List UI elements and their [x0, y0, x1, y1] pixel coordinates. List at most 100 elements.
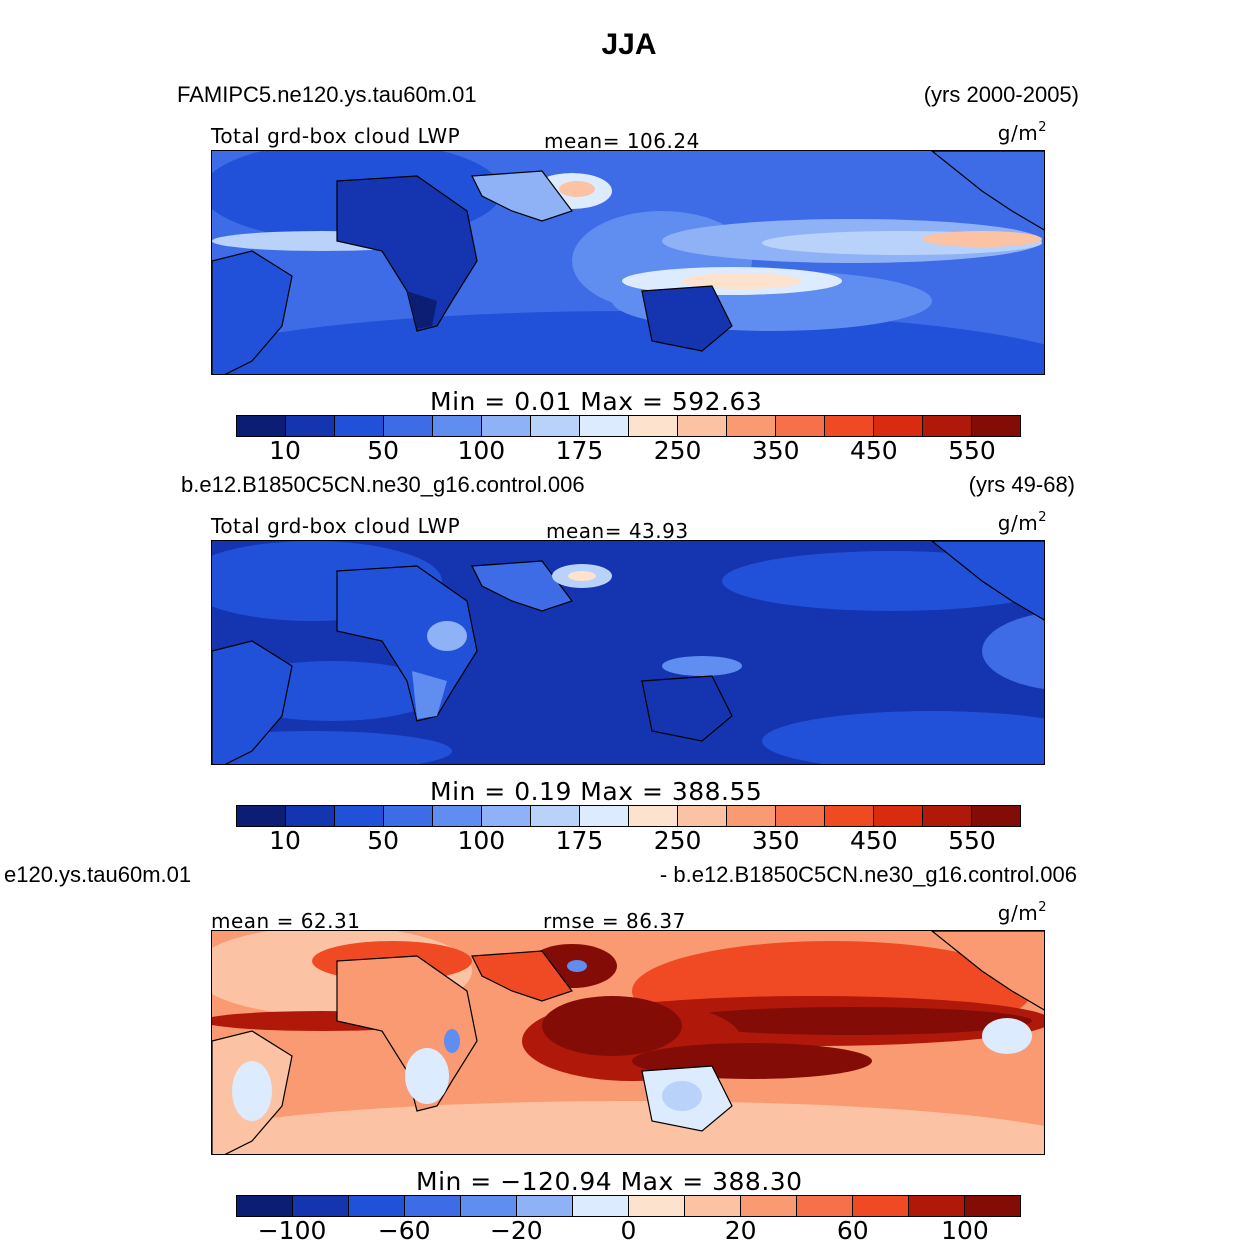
- panel2-min-max: Min = 0.19 Max = 388.55: [430, 777, 763, 806]
- colorbar-swatch: [629, 806, 678, 826]
- panel1-pacific-itcz-core: [922, 231, 1042, 247]
- colorbar-swatch: [433, 416, 482, 436]
- panel3-arabia-india: [471, 950, 573, 1002]
- colorbar-swatch: [685, 1196, 741, 1216]
- panel3-case-name-right: - b.e12.B1850C5CN.ne30_g16.control.006: [659, 862, 1077, 887]
- panel1-map: [211, 150, 1045, 375]
- panel2-map-svg: [212, 541, 1044, 764]
- colorbar-tick-label: 350: [751, 436, 800, 465]
- colorbar-swatch: [629, 1196, 685, 1216]
- panel2-north-america: [931, 541, 1044, 621]
- panel3-case-name-left: e120.ys.tau60m.01: [4, 862, 192, 887]
- panel2-units-text: g/m: [997, 511, 1039, 535]
- panel2-years: (yrs 49-68): [968, 472, 1075, 497]
- panel1-africa: [336, 175, 478, 332]
- colorbar-swatch: [629, 416, 678, 436]
- colorbar-tick-label: 0: [620, 1216, 637, 1245]
- colorbar-swatch: [531, 806, 580, 826]
- colorbar-tick-label: 50: [367, 826, 400, 855]
- panel1-years: (yrs 2000-2005): [923, 82, 1079, 107]
- panel2-australia: [641, 675, 733, 742]
- panel2-units: g/m2: [998, 511, 1047, 535]
- panel3-rmse-label: rmse = 86.37: [543, 909, 686, 933]
- panel1-colorbar: [236, 415, 1021, 437]
- panel2-southern-band: [212, 731, 452, 764]
- colorbar-tick-label: 550: [948, 436, 996, 465]
- colorbar-swatch: [237, 416, 286, 436]
- colorbar-tick-label: −60: [377, 1216, 431, 1245]
- colorbar-swatch: [573, 1196, 629, 1216]
- colorbar-tick-label: 175: [555, 436, 604, 465]
- panel3-mean-label: mean = 62.31: [211, 909, 361, 933]
- colorbar-swatch: [384, 806, 433, 826]
- panel2-maritime-cloud: [662, 656, 742, 676]
- colorbar-swatch: [286, 806, 335, 826]
- colorbar-swatch: [678, 806, 727, 826]
- colorbar-swatch: [349, 1196, 405, 1216]
- panel2-south-america: [212, 640, 293, 764]
- colorbar-swatch: [580, 416, 629, 436]
- panel1-units: g/m2: [998, 121, 1047, 145]
- colorbar-swatch: [776, 806, 825, 826]
- colorbar-swatch: [531, 416, 580, 436]
- colorbar-swatch: [433, 806, 482, 826]
- colorbar-swatch: [286, 416, 335, 436]
- colorbar-swatch: [335, 416, 384, 436]
- panel1-min-max: Min = 0.01 Max = 592.63: [430, 387, 763, 416]
- colorbar-tick-label: 450: [849, 826, 898, 855]
- panel1-mean-label: mean= 106.24: [544, 129, 700, 153]
- colorbar-swatch: [923, 806, 972, 826]
- panel3-australia-negative: [662, 1081, 702, 1111]
- colorbar-swatch: [384, 416, 433, 436]
- panel3-map-svg: [212, 931, 1044, 1154]
- panel2-south-africa: [412, 671, 447, 719]
- colorbar-tick-label: 550: [948, 826, 996, 855]
- panel1-india-core: [559, 181, 595, 197]
- panel2-units-exp: 2: [1038, 510, 1047, 525]
- panel3-south-america-neutral: [232, 1061, 272, 1121]
- colorbar-tick-label: 10: [269, 436, 301, 465]
- colorbar-swatch: [461, 1196, 517, 1216]
- colorbar-swatch: [293, 1196, 349, 1216]
- panel1-units-text: g/m: [997, 121, 1039, 145]
- colorbar-tick-label: 100: [457, 826, 506, 855]
- panel2-mean-label: mean= 43.93: [546, 519, 689, 543]
- colorbar-swatch: [335, 806, 384, 826]
- colorbar-tick-label: 20: [724, 1216, 757, 1245]
- colorbar-tick-label: 50: [367, 436, 400, 465]
- panel2-south-pacific: [762, 711, 1044, 764]
- panel3-africa-negative: [444, 1029, 460, 1053]
- colorbar-swatch: [923, 416, 972, 436]
- panel3-map: [211, 930, 1045, 1155]
- panel1-arabia-india: [471, 170, 573, 222]
- colorbar-tick-label: 10: [269, 826, 301, 855]
- colorbar-swatch: [825, 806, 874, 826]
- colorbar-swatch: [580, 806, 629, 826]
- panel3-south-africa-neutral: [405, 1048, 449, 1104]
- colorbar-swatch: [482, 416, 531, 436]
- colorbar-swatch: [727, 806, 776, 826]
- colorbar-swatch: [237, 1196, 293, 1216]
- figure-title: JJA: [601, 28, 657, 61]
- panel3-himalaya-negative: [567, 960, 587, 972]
- panel3-units: g/m2: [998, 901, 1047, 925]
- colorbar-swatch: [741, 1196, 797, 1216]
- panel3-indian-monsoon-core: [542, 996, 682, 1056]
- colorbar-tick-label: 250: [653, 436, 702, 465]
- colorbar-swatch: [797, 1196, 853, 1216]
- colorbar-swatch: [678, 416, 727, 436]
- panel1-map-svg: [212, 151, 1044, 374]
- panel2-colorbar: [236, 805, 1021, 827]
- colorbar-swatch: [727, 416, 776, 436]
- panel3-pacific-itcz-core: [672, 1007, 1032, 1035]
- colorbar-swatch: [482, 806, 531, 826]
- colorbar-swatch: [972, 416, 1020, 436]
- colorbar-swatch: [853, 1196, 909, 1216]
- panel3-units-exp: 2: [1038, 900, 1047, 915]
- panel1-maritime-core: [682, 273, 802, 289]
- panel3-east-pacific-neutral: [982, 1018, 1032, 1054]
- panel1-case-name: FAMIPC5.ne120.ys.tau60m.01: [177, 82, 477, 107]
- colorbar-tick-label: 175: [555, 826, 604, 855]
- panel3-min-max: Min = −120.94 Max = 388.30: [416, 1167, 803, 1196]
- colorbar-swatch: [237, 806, 286, 826]
